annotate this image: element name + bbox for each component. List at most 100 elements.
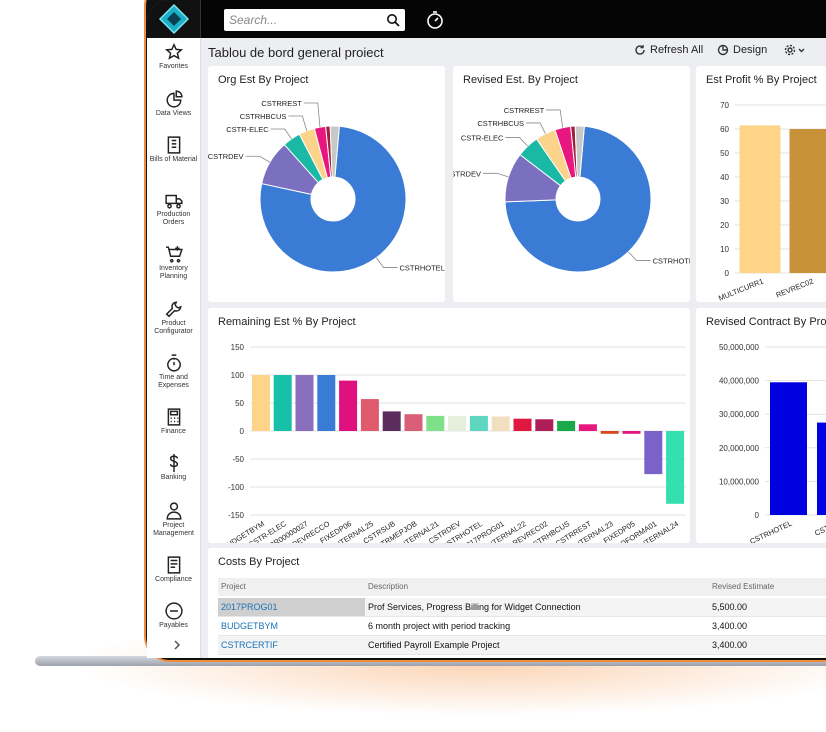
settings-icon bbox=[784, 44, 805, 56]
leader-line bbox=[375, 257, 398, 268]
bar bbox=[600, 431, 619, 434]
chart: CSTRHOTEL CSTRDEV CSTR-ELEC CSTRHBCUS CSTRRE… bbox=[453, 106, 690, 273]
design-button[interactable]: Design bbox=[717, 44, 767, 56]
y-tick-label: 50 bbox=[235, 399, 244, 408]
sidebar-item[interactable]: Time and Expenses bbox=[147, 354, 200, 390]
project-link[interactable]: 2017PROG01 bbox=[218, 598, 365, 616]
icon-shape bbox=[165, 301, 182, 318]
logo-area bbox=[147, 0, 201, 38]
sidebar-label: Banking bbox=[160, 474, 187, 481]
column-header: Description bbox=[368, 582, 409, 591]
sidebar-item[interactable]: Compliance bbox=[147, 556, 200, 584]
sidebar-icon bbox=[164, 194, 183, 209]
slice-label: CSTRREST bbox=[261, 99, 302, 108]
slice-label: CSTRHOTEL bbox=[653, 257, 690, 266]
y-tick-label: 0 bbox=[240, 427, 245, 436]
sidebar-item[interactable]: Banking bbox=[147, 454, 200, 482]
settings-button[interactable] bbox=[784, 44, 806, 56]
table-cell: Prof Services, Progress Billing for Widg… bbox=[368, 602, 581, 612]
slice-label: CSTRDEV bbox=[453, 169, 481, 178]
leader-line bbox=[526, 122, 546, 134]
sidebar-label: Project Management bbox=[153, 522, 194, 537]
x-tick-label: CSTRHOTEL bbox=[748, 519, 793, 543]
expand-chevron[interactable] bbox=[171, 639, 183, 651]
sidebar-item[interactable]: Product Configurator bbox=[147, 300, 200, 336]
leader-line bbox=[245, 155, 271, 163]
sidebar-item[interactable]: Finance bbox=[147, 408, 200, 436]
x-tick-label: CSTRD bbox=[813, 518, 826, 537]
sidebar-icon bbox=[166, 90, 183, 108]
y-tick-label: 0 bbox=[755, 511, 760, 520]
pie-slice bbox=[504, 125, 652, 273]
project-link[interactable]: CSTRCERTIF bbox=[221, 640, 278, 650]
slice-label: CSTRREST bbox=[504, 106, 545, 115]
panel: -150 -100 -50 0 50 100 150 BUDGETBYM CSTR-ELEC PR… bbox=[208, 308, 690, 543]
x-tick-label: MULTICURR1 bbox=[717, 277, 765, 302]
y-tick-label: 40,000,000 bbox=[719, 377, 760, 386]
sidebar-item[interactable]: Project Management bbox=[147, 502, 200, 538]
leader-line bbox=[482, 172, 509, 178]
table-cell: Certified Payroll Example Project bbox=[368, 640, 500, 650]
sidebar-item[interactable]: Production Orders bbox=[147, 191, 200, 227]
logo[interactable] bbox=[147, 0, 200, 38]
panel: CSTRHOTEL CSTRDEV CSTR-ELEC CSTRHBCUS CSTRRE… bbox=[453, 66, 690, 302]
sidebar-item[interactable]: Data Views bbox=[147, 90, 200, 118]
chart-title: Revised Est. By Project bbox=[463, 74, 578, 86]
slice-label: CSTRDEV bbox=[208, 152, 244, 161]
sidebar-item[interactable]: Payables bbox=[147, 602, 200, 630]
y-tick-label: -50 bbox=[232, 455, 244, 464]
top-bar: Search... bbox=[147, 0, 826, 38]
slice-label: CSTRHOTEL bbox=[399, 263, 444, 272]
design-label: Design bbox=[733, 44, 768, 56]
icon-shape bbox=[166, 502, 181, 520]
y-tick-label: -100 bbox=[228, 483, 245, 492]
slice-label: CSTRHBCUS bbox=[477, 119, 524, 128]
app-window: Search... Favorites Data Views Bills of Ma… bbox=[147, 0, 826, 658]
icon-shape bbox=[169, 454, 178, 472]
y-tick-label: 0 bbox=[725, 269, 730, 278]
bar bbox=[317, 375, 336, 431]
y-tick-label: 20,000,000 bbox=[719, 444, 760, 453]
bar bbox=[448, 415, 467, 431]
panel: 0 10 20 30 40 50 60 70 MULTICURR1 REVREC02 Est Pro… bbox=[696, 66, 826, 302]
panel: CSTRHOTEL CSTRDEV CSTR-ELEC CSTRHBCUS CSTRRE… bbox=[208, 66, 445, 302]
search-placeholder: Search... bbox=[229, 13, 278, 27]
sidebar-label: Finance bbox=[161, 428, 186, 435]
slice-label: CSTRHBCUS bbox=[240, 112, 287, 121]
refresh-button[interactable]: Refresh All bbox=[634, 44, 703, 56]
y-tick-label: 20 bbox=[720, 221, 729, 230]
bar bbox=[789, 129, 826, 273]
timer-icon[interactable] bbox=[425, 10, 445, 30]
sidebar-item[interactable]: Favorites bbox=[147, 43, 200, 71]
icon-shape bbox=[165, 246, 183, 263]
refresh-label: Refresh All bbox=[650, 44, 704, 56]
project-link[interactable]: BUDGETBYM bbox=[221, 621, 279, 631]
sidebar-label: Favorites bbox=[159, 63, 188, 70]
y-tick-label: 10,000,000 bbox=[719, 477, 760, 486]
sidebar-item[interactable]: Inventory Planning bbox=[147, 245, 200, 281]
y-tick-label: -150 bbox=[228, 511, 245, 520]
search-icon[interactable] bbox=[386, 13, 400, 27]
bar bbox=[491, 416, 510, 431]
pie-slice bbox=[259, 125, 407, 273]
sidebar-label: Bills of Material bbox=[149, 156, 198, 163]
refresh-icon bbox=[635, 45, 645, 55]
bar bbox=[251, 375, 270, 431]
chart: -150-100-50050100150BUDGETBYMCSTR-ELECPR… bbox=[221, 343, 686, 543]
icon-shape bbox=[164, 43, 183, 60]
sidebar-icon bbox=[167, 556, 180, 574]
design-icon bbox=[717, 44, 729, 56]
y-tick-label: 150 bbox=[231, 343, 245, 352]
bar bbox=[382, 411, 401, 431]
sidebar-item[interactable]: Bills of Material bbox=[147, 136, 200, 164]
chart: 0 10,000,000 20,000,000 30,000,000 40,000,00… bbox=[719, 343, 826, 543]
bar bbox=[339, 380, 358, 431]
chart: 0 10 20 30 40 50 60 70 MULTICURR1 REVREC02 bbox=[717, 101, 826, 302]
icon-shape bbox=[167, 408, 180, 426]
slice-label: CSTR-ELEC bbox=[461, 133, 504, 142]
sidebar: Favorites Data Views Bills of Material Prod… bbox=[147, 38, 201, 658]
leader-line bbox=[546, 109, 564, 128]
y-tick-label: 50,000,000 bbox=[719, 343, 760, 352]
search-box[interactable]: Search... bbox=[224, 9, 405, 31]
page-title: Tablou de bord general proiect bbox=[208, 45, 384, 60]
